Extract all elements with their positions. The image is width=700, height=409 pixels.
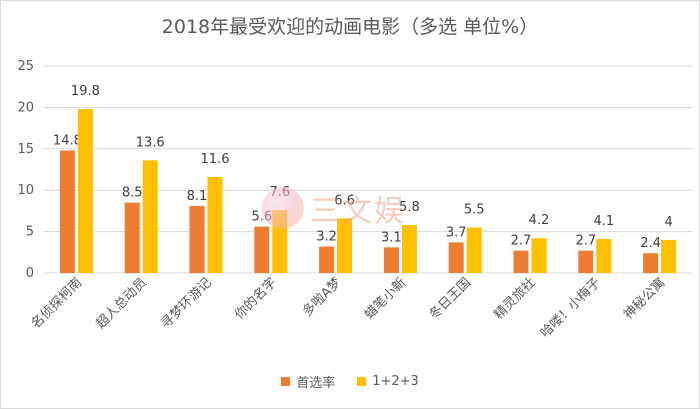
data-label: 2.7 — [511, 234, 532, 249]
data-label: 6.6 — [334, 193, 355, 208]
y-tick-label: 10 — [17, 183, 34, 198]
data-label: 4.2 — [529, 213, 550, 228]
watermark-logo-icon — [262, 187, 304, 229]
bar-first-choice — [513, 250, 529, 273]
bar-top3 — [596, 239, 612, 273]
x-category-label: 精灵旅社 — [491, 275, 539, 323]
bar-first-choice — [124, 202, 140, 273]
legend-label-first-choice: 首选率 — [296, 376, 336, 391]
x-category-label: 寻梦环游记 — [158, 275, 215, 332]
x-category-label: 冬日王国 — [426, 275, 474, 323]
bar-top3 — [531, 238, 547, 273]
y-tick-label: 25 — [17, 59, 34, 74]
x-category-label: 名侦探柯南 — [28, 275, 85, 332]
data-label: 3.2 — [316, 230, 337, 245]
watermark: 三文娱 — [262, 186, 406, 230]
data-label: 11.6 — [201, 152, 230, 167]
bar-top3 — [466, 227, 482, 273]
watermark-text: 三文娱 — [310, 194, 406, 229]
chart-title: 2018年最受欢迎的动画电影（多选 单位%） — [161, 16, 539, 38]
bar-top3 — [77, 109, 93, 273]
bar-first-choice — [383, 247, 399, 273]
chart-legend: 首选率 1+2+3 — [0, 372, 700, 391]
x-category-label: 你的名字 — [232, 275, 280, 323]
bar-top3 — [207, 176, 223, 273]
legend-swatch-top3 — [357, 377, 367, 386]
bar-first-choice — [189, 205, 205, 273]
legend-label-top3: 1+2+3 — [372, 374, 419, 389]
x-category-label: 多啦A梦 — [299, 275, 344, 320]
legend-item-top3: 1+2+3 — [357, 374, 419, 389]
y-tick-label: 0 — [26, 266, 34, 281]
data-label: 4 — [664, 215, 672, 230]
data-label: 2.4 — [640, 236, 661, 251]
data-label: 3.7 — [446, 225, 467, 240]
x-category-label: 哈喽！小梅子 — [538, 275, 604, 341]
bar-top3 — [661, 239, 677, 273]
bar-first-choice — [643, 253, 659, 273]
bar-top3 — [142, 160, 158, 273]
data-label: 8.1 — [187, 189, 208, 204]
data-label: 5.8 — [399, 200, 420, 215]
bar-first-choice — [448, 242, 464, 273]
data-label: 19.8 — [71, 84, 100, 99]
bar-first-choice — [319, 246, 335, 273]
data-label: 4.1 — [593, 214, 614, 229]
data-label: 3.1 — [381, 230, 402, 245]
data-label: 5.5 — [464, 202, 485, 217]
bar-first-choice — [578, 250, 594, 273]
data-label: 2.7 — [575, 234, 596, 249]
legend-item-first-choice: 首选率 — [281, 372, 335, 391]
data-label: 8.5 — [122, 186, 143, 201]
legend-swatch-first-choice — [281, 377, 291, 386]
y-tick-label: 15 — [17, 142, 34, 157]
x-category-label: 蜡笔小新 — [361, 275, 409, 323]
bar-first-choice — [254, 226, 270, 273]
data-label: 14.8 — [53, 133, 82, 148]
bar-first-choice — [59, 150, 75, 273]
x-category-label: 神秘公寓 — [620, 275, 668, 323]
x-category-label: 超人总动员 — [93, 275, 150, 332]
y-tick-label: 20 — [17, 100, 34, 115]
y-tick-label: 5 — [26, 225, 34, 240]
data-label: 13.6 — [136, 135, 165, 150]
bar-top3 — [401, 224, 417, 273]
bar-top3 — [337, 218, 353, 273]
